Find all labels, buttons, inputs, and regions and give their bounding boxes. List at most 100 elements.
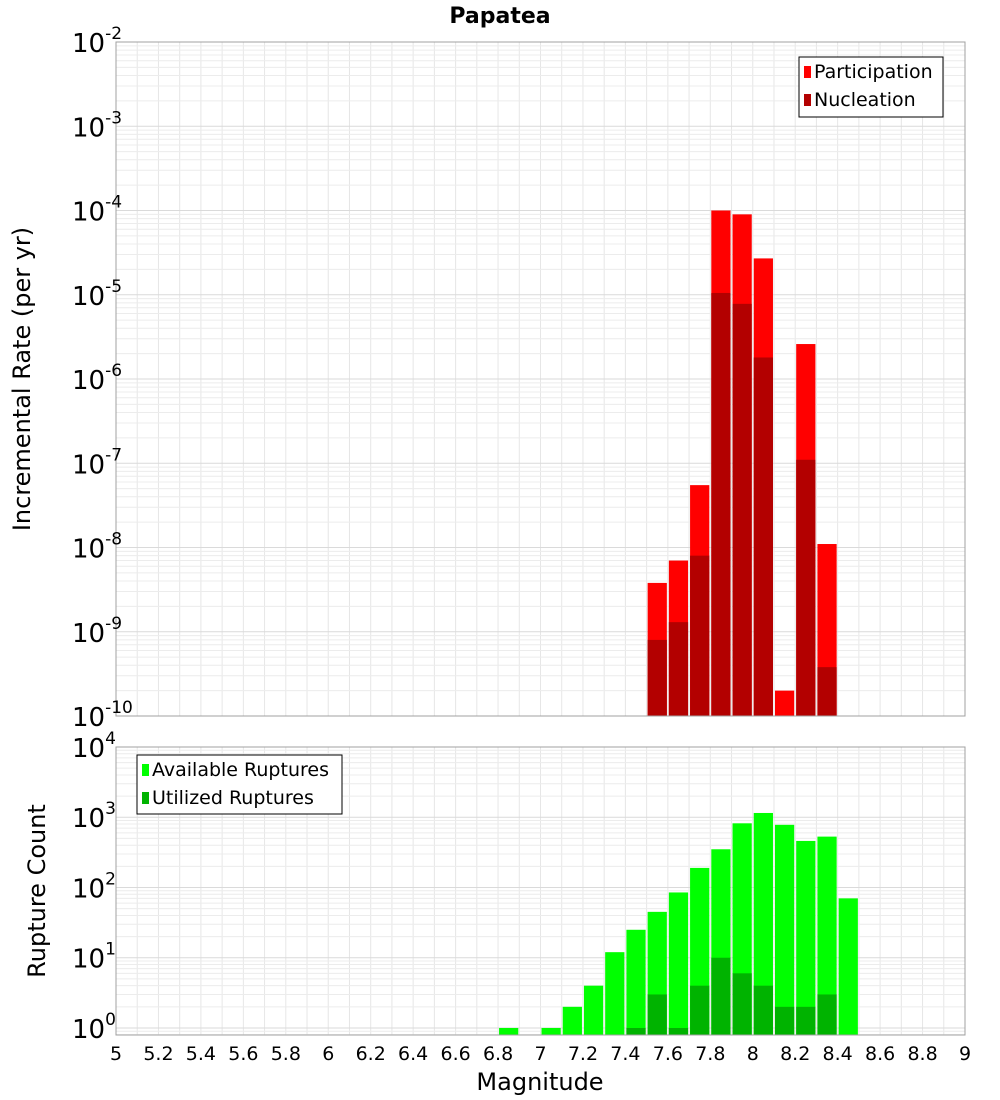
x-tick-label: 9 — [959, 1043, 971, 1065]
y-tick-base: 10 — [72, 198, 105, 228]
x-tick-label: 8.8 — [907, 1043, 937, 1065]
y-tick-exponent: -8 — [105, 530, 122, 550]
y-tick-base: 10 — [72, 450, 105, 480]
count-bar — [711, 957, 731, 1035]
y-tick-base: 10 — [72, 113, 105, 143]
legend-swatch — [804, 94, 811, 106]
rate-bar — [690, 555, 710, 716]
x-tick-label: 6.8 — [483, 1043, 513, 1065]
y-tick-label: 10-5 — [72, 277, 122, 312]
count-bar — [583, 985, 604, 1035]
y-tick-exponent: 4 — [105, 729, 116, 749]
x-tick-label: 8 — [747, 1043, 759, 1065]
y-tick-base: 10 — [72, 619, 105, 649]
rate-y-axis-title: Incremental Rate (per yr) — [8, 227, 36, 531]
count-bar — [690, 985, 710, 1035]
x-axis-ticks: 5 5.2 5.4 5.6 5.8 6 6.2 6.4 6.6 6.8 7 7.2 7.4 7.6 7.8 8… — [110, 1043, 971, 1065]
y-tick-exponent: -10 — [105, 698, 133, 718]
y-tick-exponent: 0 — [105, 1010, 116, 1030]
y-tick-exponent: -4 — [105, 193, 122, 213]
y-tick-base: 10 — [72, 804, 105, 834]
y-tick-label: 104 — [72, 729, 116, 764]
y-tick-base: 10 — [72, 282, 105, 312]
y-tick-exponent: -7 — [105, 445, 122, 465]
count-bar — [753, 985, 773, 1035]
legend-swatch — [804, 66, 811, 78]
x-tick-label: 8.2 — [780, 1043, 810, 1065]
legend-box — [136, 754, 343, 815]
count-bar — [668, 1027, 689, 1035]
legend-label: Utilized Ruptures — [152, 787, 314, 809]
rate-plot-frame — [115, 41, 966, 717]
x-tick-label: 7.4 — [610, 1043, 640, 1065]
y-tick-exponent: 1 — [105, 940, 116, 960]
x-tick-label: 6.6 — [440, 1043, 470, 1065]
y-tick-base: 10 — [72, 1015, 105, 1045]
legend-label: Available Ruptures — [152, 759, 329, 781]
count-legend: Available Ruptures Utilized Ruptures — [136, 754, 343, 815]
count-bar — [796, 840, 816, 1035]
count-bar — [774, 1006, 795, 1035]
rate-series-1 — [647, 292, 837, 716]
count-series-1 — [626, 957, 837, 1035]
y-tick-label: 10-2 — [72, 24, 122, 59]
count-bar — [732, 973, 752, 1035]
x-tick-label: 5 — [110, 1043, 122, 1065]
x-tick-label: 7.2 — [568, 1043, 598, 1065]
y-tick-label: 10-9 — [72, 614, 122, 649]
count-bar — [817, 836, 837, 1035]
y-tick-label: 10-6 — [72, 361, 122, 396]
rate-panel: 10-210-310-410-510-610-710-810-910-10Inc… — [8, 24, 966, 733]
y-tick-exponent: -2 — [105, 24, 122, 44]
x-tick-label: 8.6 — [865, 1043, 895, 1065]
x-tick-label: 5.2 — [143, 1043, 173, 1065]
y-tick-base: 10 — [72, 535, 105, 565]
count-bar — [838, 898, 858, 1035]
x-tick-label: 6.2 — [356, 1043, 386, 1065]
x-tick-label: 7.8 — [695, 1043, 725, 1065]
x-tick-label: 5.8 — [271, 1043, 301, 1065]
y-tick-label: 10-3 — [72, 108, 122, 143]
count-bar — [626, 1027, 646, 1035]
count-bar — [541, 1027, 561, 1035]
rate-bar — [668, 622, 689, 716]
y-tick-exponent: 2 — [105, 869, 116, 889]
count-bar — [796, 1006, 816, 1035]
y-tick-label: 10-10 — [72, 698, 133, 733]
y-tick-exponent: -6 — [105, 361, 122, 381]
rate-gridlines — [115, 41, 966, 717]
y-tick-label: 10-7 — [72, 445, 122, 480]
y-tick-exponent: -5 — [105, 277, 122, 297]
rate-legend: Participation Nucleation — [798, 56, 944, 118]
legend-swatch — [142, 764, 149, 776]
y-tick-label: 100 — [72, 1010, 116, 1045]
y-tick-label: 10-8 — [72, 530, 122, 565]
y-tick-label: 103 — [72, 799, 116, 834]
legend-label: Participation — [814, 61, 933, 83]
chart-title: Papatea — [449, 4, 550, 29]
count-bar — [626, 929, 646, 1035]
rate-bar — [711, 292, 731, 716]
rate-bar — [796, 459, 816, 716]
legend-swatch — [142, 792, 149, 804]
count-bar — [774, 824, 795, 1035]
x-axis-title: Magnitude — [476, 1068, 603, 1096]
x-tick-label: 8.4 — [823, 1043, 853, 1065]
y-tick-base: 10 — [72, 366, 105, 396]
count-bar — [817, 994, 837, 1035]
x-tick-label: 6 — [322, 1043, 334, 1065]
count-bar — [562, 1006, 582, 1035]
y-tick-exponent: 3 — [105, 799, 116, 819]
y-tick-label: 101 — [72, 940, 116, 975]
y-tick-label: 102 — [72, 869, 116, 904]
legend-box — [798, 56, 944, 118]
rate-bar — [774, 690, 795, 716]
rate-bar — [647, 639, 667, 716]
legend-label: Nucleation — [814, 89, 916, 111]
x-tick-label: 6.4 — [398, 1043, 428, 1065]
count-bar — [499, 1027, 519, 1035]
y-tick-base: 10 — [72, 945, 105, 975]
